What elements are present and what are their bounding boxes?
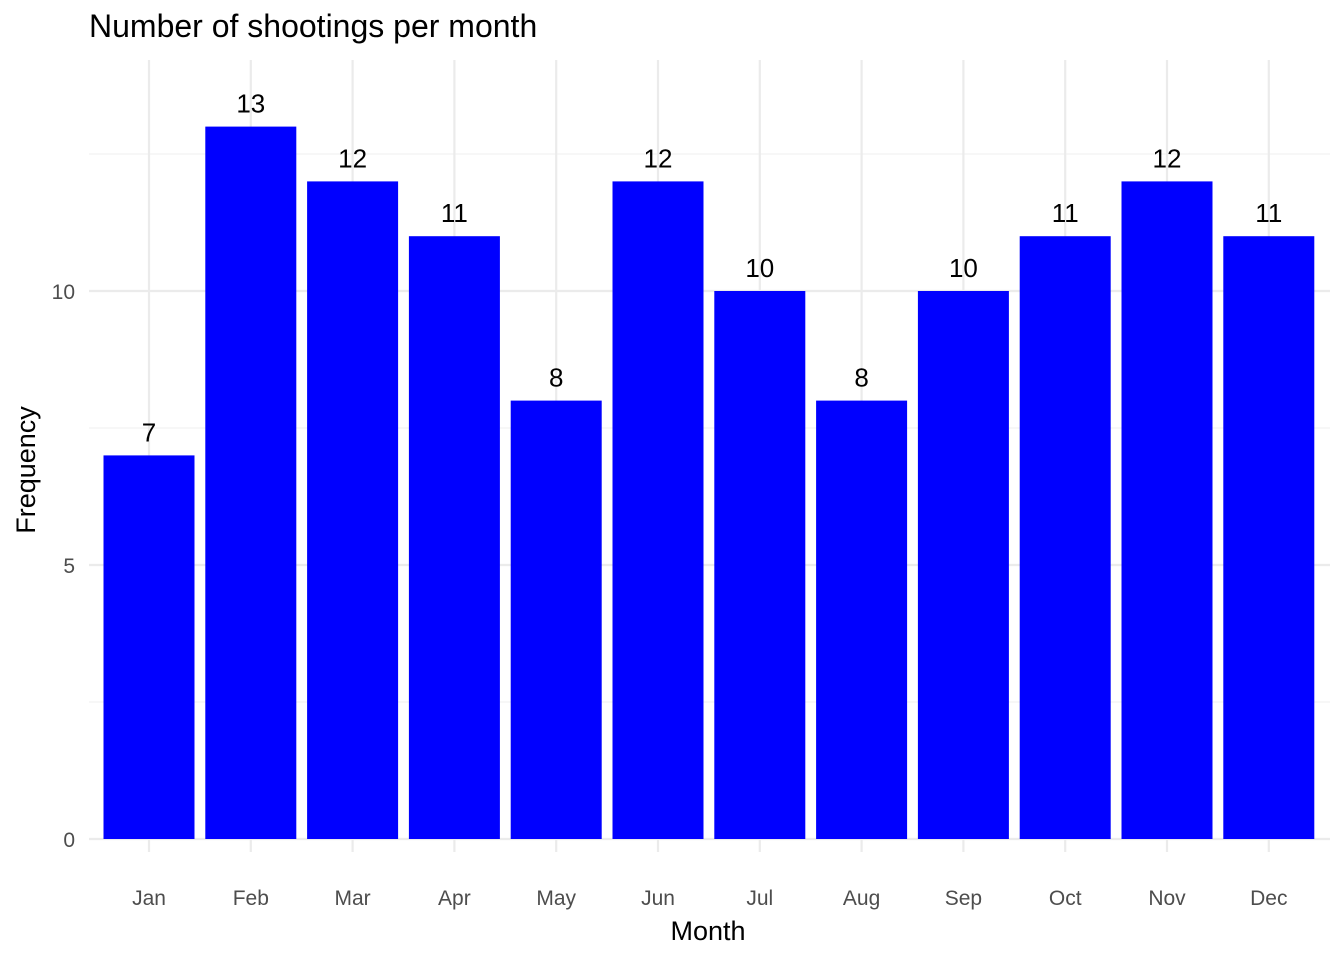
chart-title: Number of shootings per month [89, 8, 538, 44]
bar-jun [612, 181, 704, 839]
bar-mar [307, 181, 399, 839]
data-label-jun: 12 [644, 143, 673, 173]
data-label-jan: 7 [142, 417, 156, 447]
y-tick-label: 0 [63, 829, 75, 852]
y-axis-title: Frequency [11, 406, 41, 534]
bar-nov [1121, 181, 1213, 839]
x-axis-ticks: Jan Feb Mar Apr May Jun Jul Aug Sep Oct Nov Dec [132, 887, 1287, 910]
x-tick-label: Apr [438, 887, 471, 910]
x-tick-label: Jul [746, 887, 773, 910]
data-label-jul: 10 [745, 253, 774, 283]
data-label-nov: 12 [1153, 143, 1182, 173]
y-tick-label: 5 [63, 555, 75, 578]
x-tick-label: Oct [1049, 887, 1082, 910]
bar-sep [917, 291, 1009, 839]
x-tick-label: May [536, 887, 576, 910]
x-tick-label: Mar [335, 887, 371, 910]
x-tick-label: Jun [641, 887, 675, 910]
data-labels: 7 13 12 11 8 12 10 8 10 11 12 11 [142, 89, 1283, 448]
bars [103, 126, 1315, 840]
y-axis-ticks: 0 5 10 [52, 281, 75, 852]
bar-apr [408, 236, 500, 839]
x-tick-label: Feb [233, 887, 269, 910]
data-label-oct: 11 [1052, 198, 1079, 228]
data-label-aug: 8 [854, 363, 868, 393]
data-label-sep: 10 [949, 253, 978, 283]
x-axis-title: Month [670, 916, 745, 946]
bar-feb [205, 126, 297, 840]
x-tick-label: Dec [1250, 887, 1287, 910]
x-tick-label: Sep [945, 887, 982, 910]
x-tick-label: Jan [132, 887, 166, 910]
bar-jan [103, 455, 195, 839]
data-label-apr: 11 [441, 198, 468, 228]
bar-jul [714, 291, 806, 839]
data-label-feb: 13 [236, 89, 265, 119]
x-tick-label: Nov [1148, 887, 1186, 910]
data-label-dec: 11 [1255, 198, 1282, 228]
bar-may [510, 400, 602, 839]
data-label-mar: 12 [338, 143, 367, 173]
data-label-may: 8 [549, 363, 563, 393]
y-tick-label: 10 [52, 281, 75, 304]
bar-oct [1019, 236, 1111, 839]
bar-dec [1223, 236, 1315, 839]
bar-aug [816, 400, 908, 839]
x-tick-label: Aug [843, 887, 880, 910]
